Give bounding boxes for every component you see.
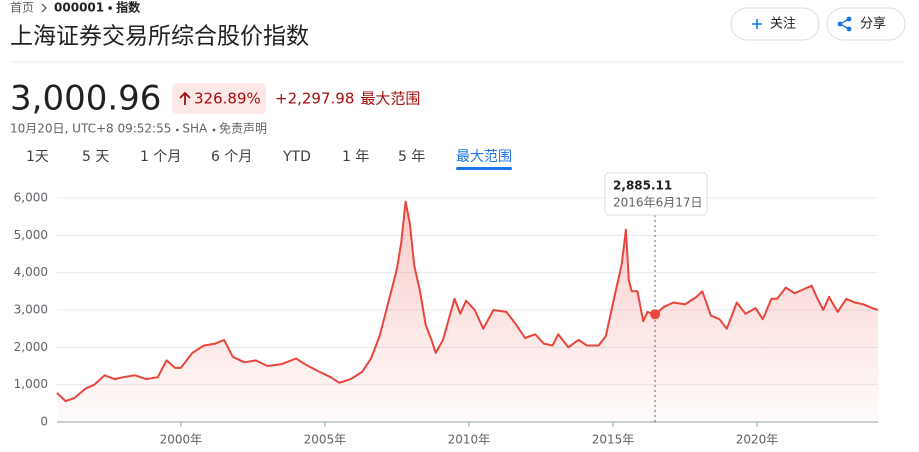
- area: [57, 201, 878, 422]
- range-tab[interactable]: 1 个月: [140, 149, 181, 165]
- change-percent: 326.89%: [194, 90, 261, 108]
- separator-dot: [175, 128, 179, 132]
- price: 3,000.96: [10, 79, 161, 119]
- hover-point: [650, 309, 661, 320]
- range-tab[interactable]: YTD: [282, 149, 311, 165]
- timestamp: 10月20日, UTC+8 09:52:55: [10, 122, 171, 136]
- x-tick-label: 2005年: [304, 433, 347, 447]
- change: +2,297.98: [275, 90, 354, 108]
- x-tick-label: 2000年: [160, 433, 203, 447]
- plus-icon: [752, 19, 762, 29]
- share-icon: [837, 16, 852, 32]
- range-tab[interactable]: 6 个月: [211, 149, 252, 165]
- x-tick-label: 2010年: [448, 433, 491, 447]
- y-tick-label: 3,000: [14, 303, 48, 317]
- range-tab[interactable]: 最大范围: [456, 148, 512, 165]
- range-tabs: 1天 5 天 1 个月 6 个月 YTD 1 年 5 年 最大范围: [26, 148, 512, 170]
- breadcrumb-separator: [41, 3, 47, 13]
- tooltip: [604, 172, 708, 216]
- y-tick-label: 5,000: [14, 228, 48, 242]
- page-title: 上海证券交易所综合股价指数: [10, 24, 309, 50]
- separator-dot: [212, 128, 216, 132]
- tooltip-value: 2,885.11: [613, 179, 672, 193]
- active-tab-underline: [456, 167, 512, 170]
- x-tick-label: 2020年: [736, 433, 779, 447]
- chart: 0 1,000 2,000 3,000 4,000 5,000 6,000 2000年 2005…: [14, 172, 879, 447]
- share-label: 分享: [860, 16, 886, 32]
- breadcrumb-type: 指数: [116, 0, 141, 15]
- exchange: SHA: [182, 122, 208, 136]
- breadcrumb-dot: [108, 6, 112, 10]
- follow-label: 关注: [770, 17, 796, 32]
- range-tab[interactable]: 5 年: [398, 149, 425, 165]
- y-tick-label: 1,000: [14, 377, 48, 391]
- y-tick-label: 0: [40, 415, 48, 429]
- disclaimer[interactable]: 免责声明: [219, 121, 267, 136]
- period: 最大范围: [360, 90, 420, 108]
- follow-button[interactable]: [730, 7, 820, 41]
- y-tick-label: 4,000: [14, 265, 48, 279]
- breadcrumb-home[interactable]: 首页: [10, 1, 34, 15]
- change-badge: [172, 83, 266, 114]
- range-tab[interactable]: 1天: [26, 149, 49, 165]
- tooltip-date: 2016年6月17日: [613, 196, 702, 210]
- y-tick-label: 6,000: [14, 191, 48, 205]
- price-line: [56, 200, 879, 403]
- breadcrumb-symbol: 000001: [54, 1, 104, 15]
- up-arrow: [179, 91, 191, 105]
- y-tick-label: 2,000: [14, 340, 48, 354]
- share-button[interactable]: [826, 7, 906, 41]
- range-tab[interactable]: 1 年: [342, 149, 369, 165]
- x-tick-label: 2015年: [592, 433, 635, 447]
- range-tab[interactable]: 5 天: [82, 149, 109, 165]
